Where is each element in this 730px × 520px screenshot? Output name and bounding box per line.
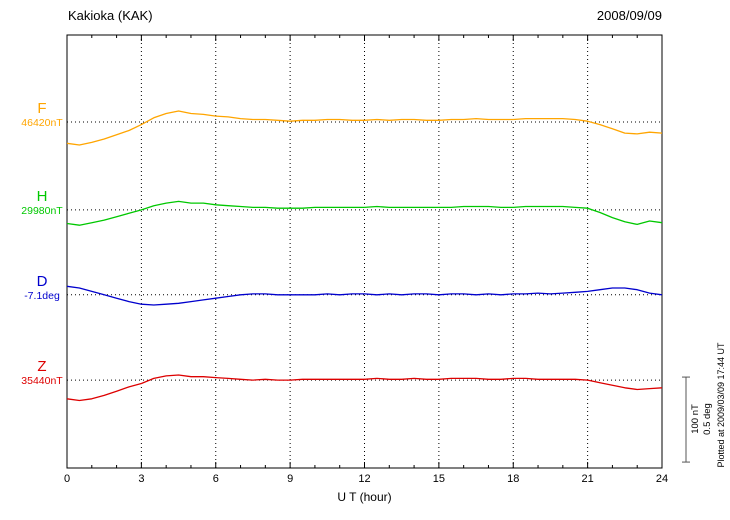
x-tick-label: 9: [287, 473, 294, 485]
trace-label-group-h: H 29980nT: [12, 187, 72, 218]
trace-baseline-value-h: 29980nT: [21, 204, 63, 217]
trace-name-h: H: [36, 187, 48, 205]
x-tick-label: 18: [507, 473, 520, 485]
trace-baseline-value-z: 35440nT: [21, 375, 63, 388]
date-label: 2008/09/09: [596, 8, 662, 23]
x-tick-label: 24: [655, 473, 669, 485]
scale-deg-label: 0.5 deg: [702, 403, 713, 435]
plotted-at-label: Plotted at 2009/03/09 17:44 UT: [716, 342, 726, 468]
trace-Z: [66, 374, 663, 402]
trace-label-group-z: Z 35440nT: [12, 359, 72, 388]
trace-name-z: Z: [37, 358, 47, 376]
trace-label-group-d: D -7.1deg: [12, 272, 72, 303]
trace-name-f: F: [37, 100, 47, 118]
x-axis-tick-labels: 0 3 6 9 12 15 18 21 24: [0, 473, 730, 487]
trace-baseline-value-f: 46420nT: [21, 117, 63, 130]
x-tick-label: 6: [212, 473, 219, 485]
x-tick-label: 3: [138, 473, 145, 485]
x-tick-label: 15: [432, 473, 445, 485]
x-tick-label: 21: [581, 473, 594, 485]
station-title: Kakioka (KAK): [68, 8, 153, 23]
x-tick-label: 0: [63, 473, 71, 485]
scale-nt-label: 100 nT: [690, 404, 701, 434]
x-tick-label: 12: [358, 473, 371, 485]
trace-baseline-value-d: -7.1deg: [24, 289, 60, 302]
x-axis-title: U T (hour): [337, 490, 392, 504]
trace-H: [66, 200, 663, 226]
trace-D: [66, 285, 663, 306]
trace-F: [66, 110, 663, 146]
scale-bar-labels: 100 nT 0.5 deg: [690, 373, 716, 465]
trace-name-d: D: [36, 272, 48, 290]
trace-label-group-f: F 46420nT: [12, 101, 72, 130]
